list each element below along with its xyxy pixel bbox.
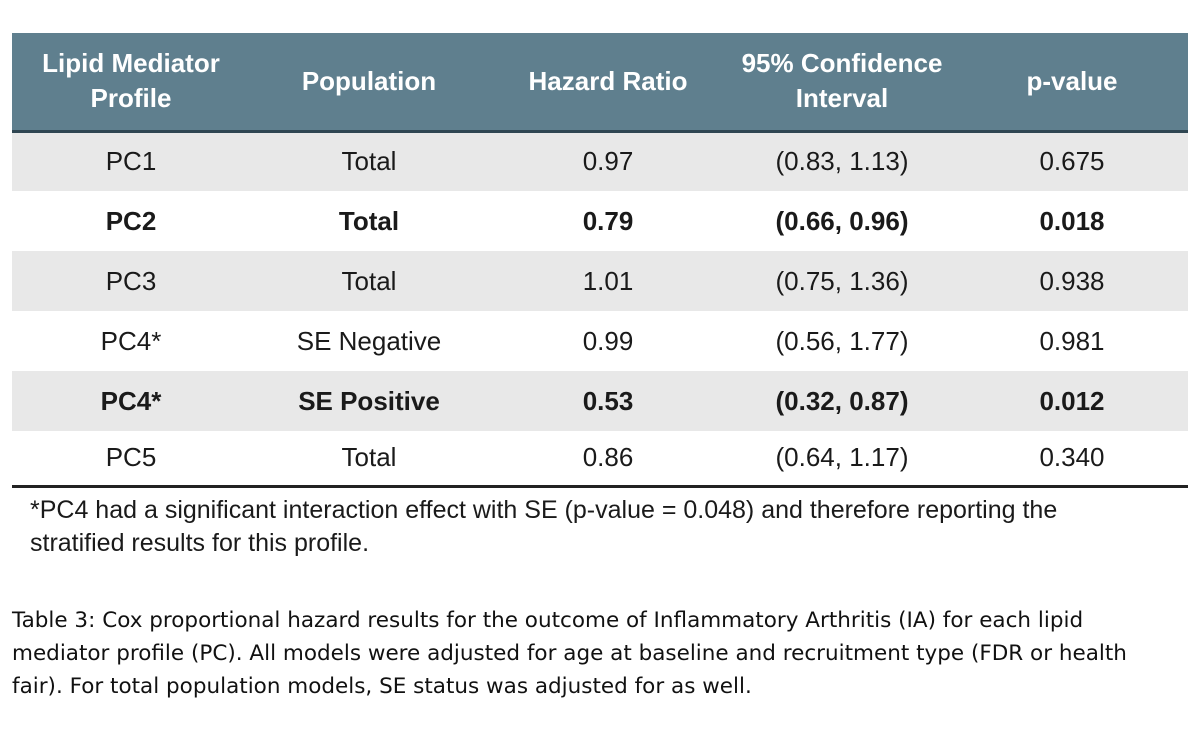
table-row: PC4* SE Positive 0.53 (0.32, 0.87) 0.012 xyxy=(12,371,1188,431)
cell-population: Total xyxy=(341,265,397,296)
cell-p-value: 0.675 xyxy=(1039,146,1105,177)
header-line: Interval xyxy=(795,83,889,114)
table-body: PC1 Total 0.97 (0.83, 1.13) 0.675 PC2 To… xyxy=(12,131,1188,488)
cell-confidence-interval: (0.56, 1.77) xyxy=(775,325,909,356)
cell-confidence-interval: (0.75, 1.36) xyxy=(775,265,909,296)
table-row: PC4* SE Negative 0.99 (0.56, 1.77) 0.981 xyxy=(12,311,1188,371)
table-footnote: *PC4 had a significant interaction effec… xyxy=(30,494,1180,560)
table-row: PC2 Total 0.79 (0.66, 0.96) 0.018 xyxy=(12,191,1188,251)
cell-p-value: 0.981 xyxy=(1039,325,1105,356)
cell-profile: PC3 xyxy=(105,265,157,296)
header-line: 95% Confidence xyxy=(741,48,943,79)
header-line: Lipid Mediator xyxy=(42,48,220,79)
cell-hazard-ratio: 1.01 xyxy=(582,265,634,296)
cell-hazard-ratio: 0.53 xyxy=(582,385,634,416)
cell-hazard-ratio: 0.99 xyxy=(582,325,634,356)
cell-confidence-interval: (0.64, 1.17) xyxy=(728,431,956,488)
cell-p-value: 0.012 xyxy=(1039,385,1105,416)
header-lipid-mediator-profile: Lipid Mediator Profile xyxy=(12,33,250,133)
cell-population: Total xyxy=(338,205,400,236)
cell-population: Total xyxy=(341,146,397,177)
header-p-value: p-value xyxy=(956,33,1188,133)
cell-confidence-interval: (0.83, 1.13) xyxy=(775,146,909,177)
cell-profile: PC4* xyxy=(100,325,162,356)
cell-population: Total xyxy=(250,431,488,488)
cell-profile: PC4* xyxy=(100,385,162,416)
cell-hazard-ratio: 0.79 xyxy=(582,205,634,236)
header-line: Hazard Ratio xyxy=(528,65,688,96)
header-row: Lipid Mediator Profile Population Hazard… xyxy=(12,33,1188,133)
cell-hazard-ratio: 0.97 xyxy=(582,146,634,177)
header-line: Profile xyxy=(90,83,172,114)
header-hazard-ratio: Hazard Ratio xyxy=(488,33,728,133)
header-line: p-value xyxy=(1026,65,1118,96)
table-header: Lipid Mediator Profile Population Hazard… xyxy=(12,33,1188,133)
cell-p-value: 0.018 xyxy=(1039,205,1105,236)
header-population: Population xyxy=(250,33,488,133)
cell-population: SE Negative xyxy=(296,325,442,356)
cell-population: SE Positive xyxy=(298,385,440,416)
footnote-line: stratified results for this profile. xyxy=(30,529,370,557)
footnote-line: *PC4 had a significant interaction effec… xyxy=(30,496,1058,524)
header-line: Population xyxy=(301,65,437,96)
header-confidence-interval: 95% Confidence Interval xyxy=(728,33,956,133)
table-caption: Table 3: Cox proportional hazard results… xyxy=(12,604,1192,703)
table-row: PC3 Total 1.01 (0.75, 1.36) 0.938 xyxy=(12,251,1188,311)
caption-line: Table 3: Cox proportional hazard results… xyxy=(12,608,1084,633)
cell-p-value: 0.340 xyxy=(956,431,1188,488)
caption-line: mediator profile (PC). All models were a… xyxy=(12,641,1127,666)
table-row: PC1 Total 0.97 (0.83, 1.13) 0.675 xyxy=(12,131,1188,191)
cell-hazard-ratio: 0.86 xyxy=(488,431,728,488)
cell-confidence-interval: (0.66, 0.96) xyxy=(775,205,909,236)
cell-profile: PC5 xyxy=(12,431,250,488)
cell-profile: PC2 xyxy=(105,205,157,236)
table-row: PC5 Total 0.86 (0.64, 1.17) 0.340 xyxy=(12,431,1188,488)
cell-confidence-interval: (0.32, 0.87) xyxy=(775,385,909,416)
caption-line: fair). For total population models, SE s… xyxy=(12,674,752,699)
results-table: Lipid Mediator Profile Population Hazard… xyxy=(12,33,1188,488)
cell-profile: PC1 xyxy=(105,146,157,177)
cell-p-value: 0.938 xyxy=(1039,265,1105,296)
